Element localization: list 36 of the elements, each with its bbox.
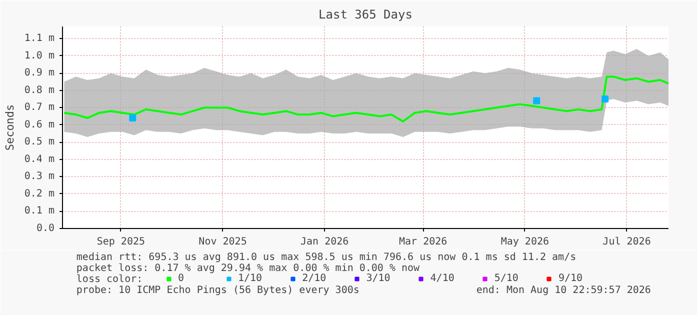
x-tick-label: May 2026 xyxy=(500,236,550,248)
y-tick-label: 0.1 m xyxy=(24,206,55,217)
x-tick-label: Sep 2025 xyxy=(96,236,146,248)
point xyxy=(533,97,540,104)
legend-label: 1/10 xyxy=(238,273,262,284)
text: median rtt: 695.3 us avg 891.0 us max 598.5 us min 796.6 us now 0.1 ms sd 11.2 am/s xyxy=(76,252,576,263)
legend-title: loss color: xyxy=(76,274,143,285)
point xyxy=(129,114,136,122)
y-tick-label: 1.1 m xyxy=(24,33,55,44)
x-tick-label: Jul 2026 xyxy=(602,236,651,248)
y-tick-label: 0.6 m xyxy=(24,119,55,130)
line-series xyxy=(63,76,668,122)
y-axis-title: Seconds xyxy=(3,104,16,151)
y-tick-label: 0.9 m xyxy=(24,68,55,79)
text: packet loss: 0.17 % avg 29.94 % max 0.00 % min 0.00 % now xyxy=(76,263,421,274)
legend-label: 0 xyxy=(178,273,186,284)
chart-title: Last 365 Days xyxy=(318,8,412,22)
legend-label: 9/10 xyxy=(558,273,583,284)
y-tick-label: 0.4 m xyxy=(24,154,55,165)
x-tick-label: Jan 2026 xyxy=(300,236,349,248)
y-tick-label: 0.5 m xyxy=(24,136,55,148)
y-tick-label: 0.0 xyxy=(36,223,54,234)
legend-label: 2/10 xyxy=(302,273,326,284)
y-tick-label: 1.0 m xyxy=(24,50,55,62)
text: end: Mon Aug 10 22:59:57 2026 xyxy=(476,285,651,296)
y-tick-label: 0.2 m xyxy=(24,188,55,200)
y-tick-label: 0.8 m xyxy=(24,84,55,96)
y-tick-label: 0.3 m xyxy=(24,171,55,182)
legend-label: 5/10 xyxy=(494,273,518,284)
legend-label: 4/10 xyxy=(430,273,454,284)
y-tick-label: 0.7 m xyxy=(24,102,55,114)
legend-label: 3/10 xyxy=(366,273,390,284)
x-tick-label: Mar 2026 xyxy=(399,236,448,248)
point xyxy=(602,96,609,103)
text: probe: 10 ICMP Echo Pings (56 Bytes) every 300s xyxy=(76,285,360,296)
x-tick-label: Nov 2025 xyxy=(198,236,247,248)
